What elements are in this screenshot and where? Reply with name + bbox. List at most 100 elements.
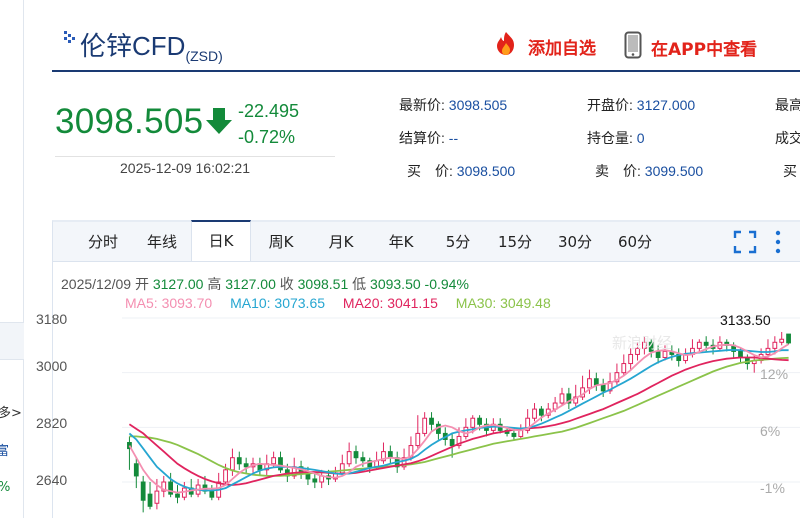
candle-change-pct: -0.94% [424,276,469,292]
tab-15min[interactable]: 15分 [497,233,533,251]
candle-body [429,417,434,425]
down-arrow-icon [204,106,234,140]
candle-body [662,350,668,358]
candle-body [408,445,414,459]
candle-open: 3127.00 [152,276,204,292]
candle-body [511,432,517,437]
y-tick: 2820 [36,415,68,431]
candle-body [387,451,393,459]
candle-body [133,463,139,477]
candle-body [422,417,428,434]
candle-body [614,372,620,383]
fullscreen-icon[interactable] [733,230,757,258]
candle-body [230,457,235,471]
tab-year-line[interactable]: 年线 [146,233,177,251]
tab-5min[interactable]: 5分 [445,233,471,251]
open-in-app-button[interactable]: 在APP中查看 [624,31,757,63]
candle-body [463,426,469,437]
ma30-label: MA30: 3049.48 [455,295,551,311]
last-price: 3098.505 [55,102,204,141]
tab-30min[interactable]: 30分 [557,233,593,251]
pct-tick: 12% [760,366,789,382]
fire-icon [492,31,520,61]
candle-body [786,333,791,344]
candle-body [127,442,132,450]
candle-body [593,378,599,386]
open-in-app-label: 在APP中查看 [651,39,758,60]
left-panel-fragment-1[interactable]: 多> [0,406,22,421]
kline-svg [122,317,800,513]
chart-watermark: 新浪财经 [612,334,673,352]
tab-60min[interactable]: 60分 [617,233,653,251]
left-panel-fragment-3: % [0,480,10,495]
y-tick: 2640 [36,472,68,488]
pct-tick: -1% [760,480,785,496]
ma20-label: MA20: 3041.15 [342,295,438,311]
kline-chart[interactable] [52,300,800,518]
ma10-label: MA10: 3073.65 [230,295,326,311]
candle-body [346,451,352,465]
candle-high: 3127.00 [225,276,276,292]
instrument-code: (ZSD) [185,48,223,64]
candle-body [140,481,146,501]
candle-body [477,417,482,425]
candle-body [587,378,592,389]
ma5-line [128,343,790,494]
candle-body [456,435,462,447]
candle-body [525,417,531,431]
ma-legend: MA5: 3093.70 MA10: 3073.65 MA20: 3041.15… [125,295,565,311]
tab-intraday[interactable]: 分时 [87,233,118,251]
candle-body [367,460,373,468]
candle-date: 2025/12/09 [61,276,132,292]
field-high-partial: 最高 [775,97,800,113]
candle-body [381,451,386,462]
more-vertical-icon[interactable] [773,230,783,258]
phone-icon [624,31,642,63]
field-settle-price: 结算价: -- [399,130,459,146]
candle-body [772,341,778,349]
candle-body [236,457,242,465]
candle-body [628,353,634,365]
field-bid-price: 买 价: 3098.500 [407,163,516,179]
candle-body [339,463,345,474]
change-amount: -22.495 [238,101,300,121]
candle-body [635,347,640,355]
candle-body [168,481,174,495]
left-panel-box [0,322,24,360]
field-open-price: 开盘价: 3127.000 [587,97,696,113]
candle-body [271,457,277,465]
candle-body [648,341,654,352]
candle-body [449,438,455,447]
candle-body [559,393,565,404]
candle-body [147,493,153,507]
y-tick: 3180 [36,311,68,327]
candle-body [401,457,407,468]
field-open-interest: 持仓量: 0 [587,130,645,146]
ma5-label: MA5: 3093.70 [125,295,213,311]
candle-body [738,350,743,358]
candle-body [360,457,366,462]
field-ask-price: 卖 价: 3099.500 [595,163,704,179]
field-bid2-partial: 买 [783,163,797,179]
quote-divider [55,156,335,157]
ma20-line [128,356,789,486]
candle-body [696,341,702,349]
candle-body [312,478,318,483]
tab-monthly-k[interactable]: 月K [328,233,354,251]
tab-daily-k[interactable]: 日K [191,220,251,261]
add-favorite-button[interactable]: 添加自选 [492,31,596,61]
tab-weekly-k[interactable]: 周K [268,233,294,251]
candle-body [539,408,544,416]
left-panel: 多> 富 % [0,0,24,518]
page-header: 伦锌CFD(ZSD) 添加自选 在APP中查看 [52,0,800,72]
candle-body [415,432,421,447]
candle-body [161,481,167,492]
left-panel-fragment-2[interactable]: 富 [0,444,10,459]
candle-body [278,457,283,471]
add-favorite-label: 添加自选 [528,38,596,59]
candle-body [223,469,228,483]
tab-yearly-k[interactable]: 年K [388,233,414,251]
field-volume-partial: 成交 [775,130,800,146]
candle-body [621,363,627,374]
candle-body [470,417,476,428]
